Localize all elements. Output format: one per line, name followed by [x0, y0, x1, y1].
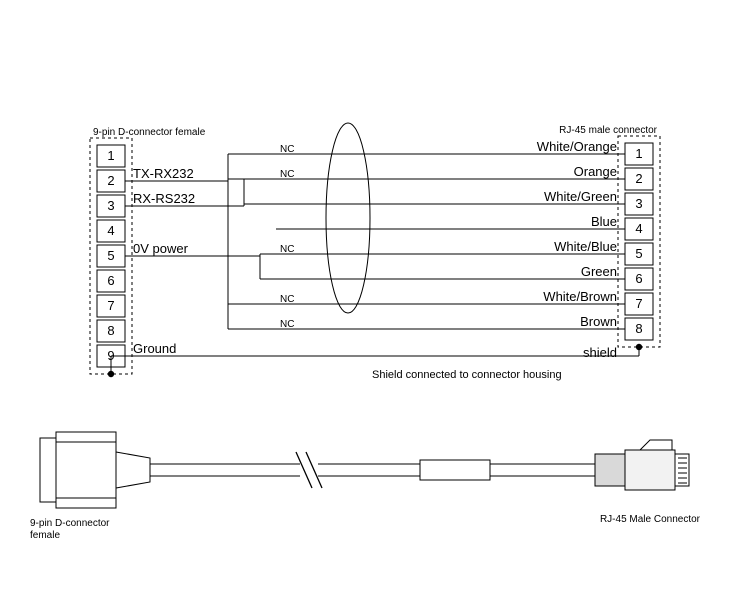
right-label-2: Orange: [574, 164, 617, 179]
right-label-3: White/Green: [544, 189, 617, 204]
left-label-2: TX-RX232: [133, 166, 194, 181]
right-label-5: White/Blue: [554, 239, 617, 254]
right-pin-4-number: 4: [635, 221, 642, 236]
right-label-4: Blue: [591, 214, 617, 229]
cable-left-label-1: 9-pin D-connector: [30, 518, 110, 529]
cable-left-label-2: female: [30, 530, 60, 541]
right-label-shield: shield: [583, 345, 617, 360]
cable-right-label: RJ-45 Male Connector: [600, 514, 701, 525]
nc-label-7: NC: [280, 294, 294, 305]
left-pin-7-number: 7: [107, 298, 114, 313]
left-pin-8-number: 8: [107, 323, 114, 338]
right-pin-5-number: 5: [635, 246, 642, 261]
cable-ferrite: [420, 460, 490, 480]
nc-label-2: NC: [280, 169, 294, 180]
left-label-9: Ground: [133, 341, 176, 356]
nc-label-1: NC: [280, 144, 294, 155]
right-pin-1-number: 1: [635, 146, 642, 161]
left-pin-6-number: 6: [107, 273, 114, 288]
right-label-7: White/Brown: [543, 289, 617, 304]
left-pin-2-number: 2: [107, 173, 114, 188]
right-label-1: White/Orange: [537, 139, 617, 154]
left-label-5: 0V power: [133, 241, 189, 256]
right-label-6: Green: [581, 264, 617, 279]
right-pin-7-number: 7: [635, 296, 642, 311]
right-pin-2-number: 2: [635, 171, 642, 186]
left-pin-3-number: 3: [107, 198, 114, 213]
left-pin-1-number: 1: [107, 148, 114, 163]
right-pin-6-number: 6: [635, 271, 642, 286]
left-pin-4-number: 4: [107, 223, 114, 238]
right-pin-8-number: 8: [635, 321, 642, 336]
right-pin-3-number: 3: [635, 196, 642, 211]
left-connector-title: 9-pin D-connector female: [93, 127, 206, 138]
right-label-8: Brown: [580, 314, 617, 329]
nc-label-5: NC: [280, 244, 294, 255]
left-pin-5-number: 5: [107, 248, 114, 263]
shield-note: Shield connected to connector housing: [372, 369, 562, 381]
left-label-3: RX-RS232: [133, 191, 195, 206]
right-connector-title: RJ-45 male connector: [559, 125, 657, 136]
nc-label-8: NC: [280, 319, 294, 330]
